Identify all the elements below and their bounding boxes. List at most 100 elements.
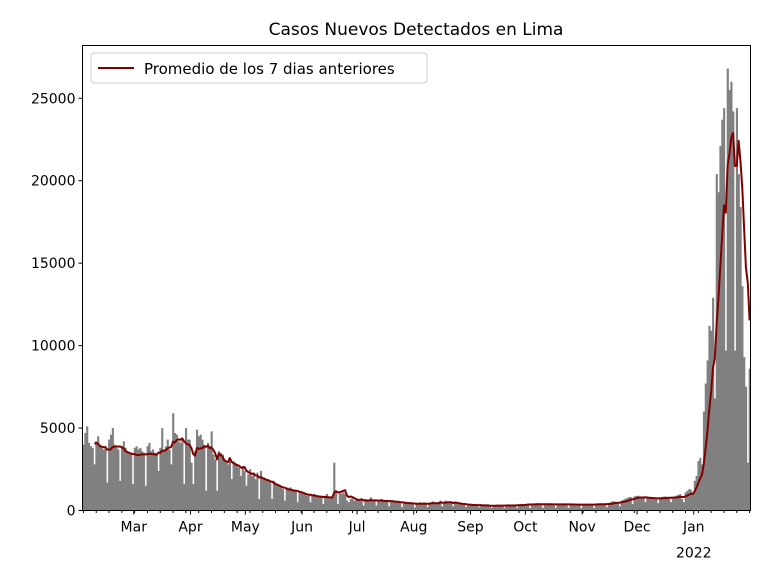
bar — [686, 490, 689, 511]
bar — [421, 503, 424, 511]
bar — [746, 462, 749, 511]
bar — [657, 503, 660, 511]
bar — [163, 451, 166, 511]
x-axis: Mar Apr May Jun Jul Aug Sep Oct Nov Dec Jan 2022 — [82, 510, 751, 562]
bar — [688, 489, 691, 511]
bar — [208, 446, 211, 511]
bar — [271, 498, 274, 511]
bar — [179, 442, 182, 511]
bar — [679, 494, 682, 511]
bar — [699, 457, 702, 511]
bar — [285, 487, 288, 511]
bar — [175, 434, 178, 511]
bar — [618, 506, 621, 511]
bar — [157, 470, 160, 511]
bar — [338, 492, 341, 511]
bar — [274, 484, 277, 511]
bar — [373, 499, 376, 511]
bar — [389, 500, 393, 511]
bar — [653, 497, 656, 511]
bar — [717, 192, 720, 511]
bar — [635, 495, 638, 511]
bar — [164, 446, 167, 511]
bar — [393, 501, 396, 511]
bar — [637, 495, 640, 511]
legend: Promedio de los 7 dias anteriores — [90, 52, 428, 84]
bar — [719, 146, 722, 511]
bar — [565, 504, 568, 511]
bar — [327, 497, 330, 511]
y-tick-label: 0 — [67, 504, 76, 520]
bar — [615, 501, 618, 511]
bar — [135, 446, 138, 511]
bar — [302, 492, 305, 511]
bar — [501, 505, 504, 511]
bar — [426, 507, 429, 511]
bar — [184, 428, 188, 511]
bar — [631, 503, 634, 511]
bar — [335, 492, 338, 511]
bar — [314, 495, 318, 511]
bar — [303, 494, 307, 511]
bar — [622, 499, 625, 511]
bar — [199, 434, 202, 511]
bar — [406, 503, 409, 511]
bar — [424, 503, 427, 511]
bar — [272, 480, 275, 511]
bar — [366, 500, 369, 511]
bar — [613, 501, 616, 511]
bar — [117, 449, 120, 511]
bar — [726, 68, 729, 511]
bar — [86, 426, 89, 511]
bar — [417, 503, 420, 511]
bar — [313, 494, 316, 511]
bar — [415, 503, 418, 511]
bar — [104, 447, 107, 511]
bar — [309, 502, 312, 511]
bar — [518, 504, 521, 511]
bar — [122, 441, 125, 511]
bar — [569, 504, 572, 511]
bar — [690, 489, 693, 511]
bar — [470, 504, 473, 511]
bar — [419, 502, 422, 511]
bar — [351, 497, 354, 511]
bar — [292, 490, 296, 511]
bar — [186, 439, 189, 511]
bar — [477, 507, 480, 511]
bar — [382, 501, 385, 511]
bar — [472, 505, 475, 511]
bar — [552, 504, 555, 511]
bar — [194, 451, 197, 511]
bar — [461, 504, 464, 511]
bar — [454, 502, 457, 511]
bar — [254, 479, 257, 511]
bar — [219, 452, 222, 511]
bar — [523, 504, 526, 511]
bar — [399, 502, 402, 511]
bar — [397, 501, 400, 511]
bar — [320, 495, 323, 511]
bar — [527, 503, 530, 511]
bar — [291, 489, 294, 511]
bar — [658, 497, 662, 511]
bar — [739, 207, 742, 511]
bar — [572, 503, 576, 511]
bar — [609, 502, 612, 511]
bar — [395, 502, 398, 511]
bar — [144, 485, 147, 511]
bar — [536, 503, 539, 511]
bar — [300, 492, 303, 511]
bar — [316, 496, 319, 511]
bar — [190, 462, 193, 511]
bar — [585, 503, 588, 511]
bar — [551, 503, 554, 511]
bar — [174, 433, 177, 511]
bar — [660, 496, 663, 511]
bar — [324, 495, 327, 511]
bar — [267, 480, 270, 511]
bar — [468, 503, 471, 511]
bar — [540, 503, 543, 511]
bar — [287, 489, 290, 511]
